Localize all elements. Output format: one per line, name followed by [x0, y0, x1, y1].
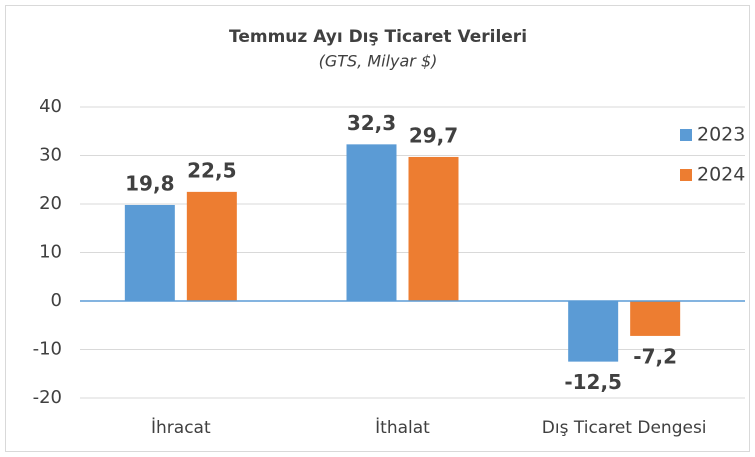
- legend-label: 2023: [697, 124, 745, 146]
- bar: [408, 156, 459, 301]
- bar: [186, 191, 237, 301]
- data-label: -12,5: [564, 370, 622, 394]
- data-label: 22,5: [187, 158, 236, 182]
- x-tick-label: İhracat: [151, 417, 211, 438]
- x-tick-label: İthalat: [375, 417, 430, 438]
- y-tick-label: 10: [39, 242, 62, 263]
- data-label: -7,2: [633, 344, 677, 368]
- y-tick-label: 20: [39, 193, 62, 214]
- chart-subtitle: (GTS, Milyar $): [319, 52, 438, 71]
- legend-swatch: [680, 169, 692, 181]
- legend-swatch: [680, 129, 692, 141]
- y-tick-label: 30: [39, 145, 62, 166]
- data-label: 29,7: [409, 123, 458, 147]
- y-tick-label: 0: [51, 290, 62, 311]
- y-tick-label: -10: [33, 339, 62, 360]
- bar: [124, 204, 175, 301]
- chart-title: Temmuz Ayı Dış Ticaret Verileri: [229, 27, 527, 47]
- x-tick-label: Dış Ticaret Dengesi: [542, 418, 707, 438]
- y-tick-label: -20: [33, 387, 62, 408]
- legend-label: 2024: [697, 164, 745, 186]
- bar: [346, 144, 397, 301]
- bar: [568, 301, 619, 362]
- bar: [630, 301, 681, 336]
- data-label: 32,3: [347, 111, 396, 135]
- y-tick-label: 40: [39, 96, 62, 117]
- data-label: 19,8: [125, 171, 174, 195]
